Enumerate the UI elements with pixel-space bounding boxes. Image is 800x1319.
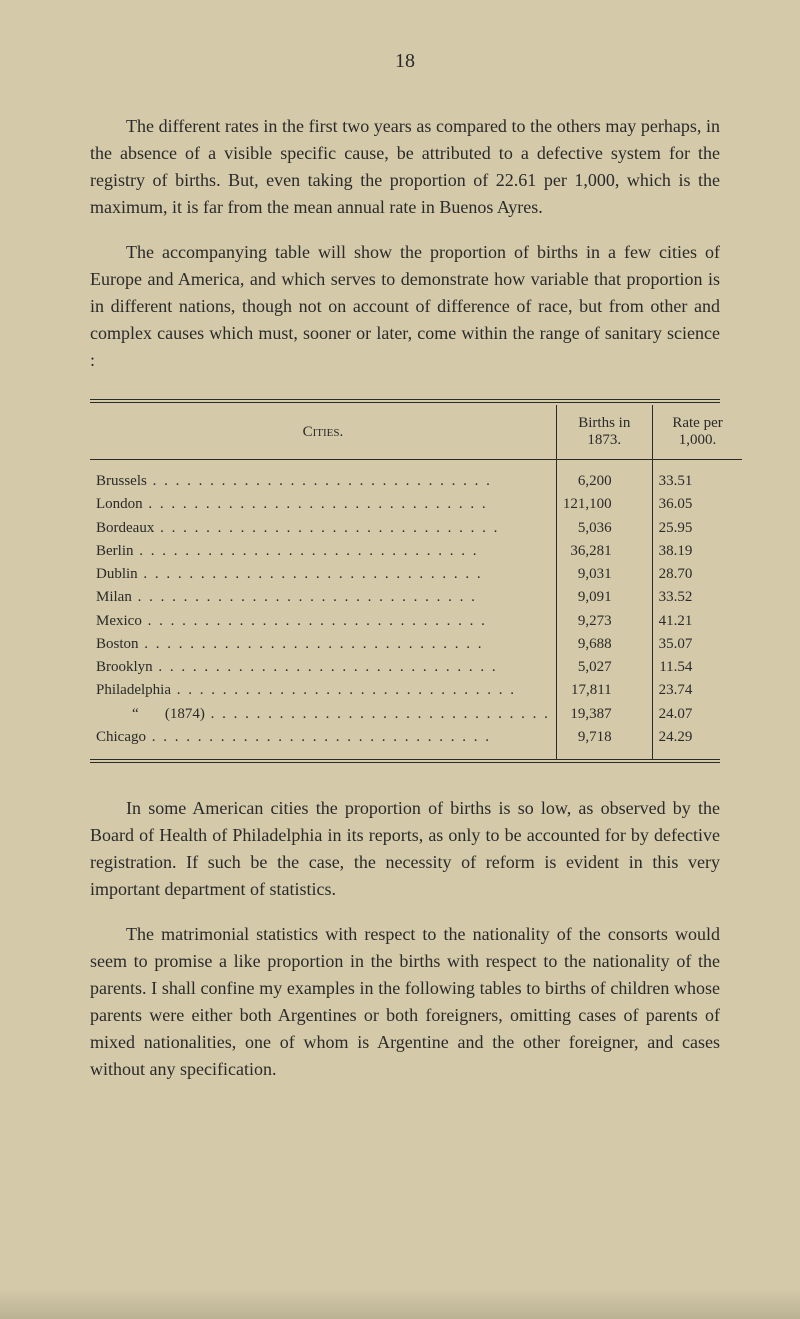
- city-cell: Dublin . . . . . . . . . . . . . . . . .…: [90, 563, 556, 586]
- rate-cell: 33.51: [652, 460, 742, 494]
- city-cell: Brooklyn . . . . . . . . . . . . . . . .…: [90, 656, 556, 679]
- table-row: Berlin . . . . . . . . . . . . . . . . .…: [90, 540, 742, 563]
- births-cell: 9,688: [556, 633, 652, 656]
- city-cell: Bordeaux . . . . . . . . . . . . . . . .…: [90, 517, 556, 540]
- births-table: Cities. Births in 1873. Rate per 1,000. …: [90, 405, 742, 759]
- column-header-cities: Cities.: [90, 405, 556, 460]
- dot-leader: . . . . . . . . . . . . . . . . . . . . …: [153, 659, 498, 675]
- dot-leader: . . . . . . . . . . . . . . . . . . . . …: [146, 729, 491, 745]
- table-row: Brussels . . . . . . . . . . . . . . . .…: [90, 460, 742, 494]
- table-row: Chicago . . . . . . . . . . . . . . . . …: [90, 726, 742, 759]
- births-cell: 36,281: [556, 540, 652, 563]
- table-row: “ (1874) . . . . . . . . . . . . . . . .…: [90, 703, 742, 726]
- table-rule: [90, 762, 720, 765]
- city-name: Boston: [96, 636, 139, 652]
- city-cell: Milan . . . . . . . . . . . . . . . . . …: [90, 586, 556, 609]
- births-cell: 5,036: [556, 517, 652, 540]
- city-cell: Brussels . . . . . . . . . . . . . . . .…: [90, 460, 556, 494]
- births-cell: 9,718: [556, 726, 652, 759]
- table-header-row: Cities. Births in 1873. Rate per 1,000.: [90, 405, 742, 460]
- city-name: Bordeaux: [96, 520, 154, 536]
- births-cell: 17,811: [556, 679, 652, 702]
- rate-cell: 35.07: [652, 633, 742, 656]
- table-row: Brooklyn . . . . . . . . . . . . . . . .…: [90, 656, 742, 679]
- city-cell: Chicago . . . . . . . . . . . . . . . . …: [90, 726, 556, 759]
- dot-leader: . . . . . . . . . . . . . . . . . . . . …: [171, 682, 516, 698]
- body-paragraph-3: In some American cities the proportion o…: [90, 795, 720, 903]
- column-header-births: Births in 1873.: [556, 405, 652, 460]
- table-rule: [90, 399, 720, 400]
- dot-leader: . . . . . . . . . . . . . . . . . . . . …: [139, 636, 484, 652]
- rate-cell: 11.54: [652, 656, 742, 679]
- table-row: Mexico . . . . . . . . . . . . . . . . .…: [90, 610, 742, 633]
- dot-leader: . . . . . . . . . . . . . . . . . . . . …: [147, 473, 492, 489]
- body-paragraph-2: The accompanying table will show the pro…: [90, 239, 720, 374]
- rate-cell: 28.70: [652, 563, 742, 586]
- dot-leader: . . . . . . . . . . . . . . . . . . . . …: [154, 520, 499, 536]
- city-name: London: [96, 496, 143, 512]
- city-name: Dublin: [96, 566, 138, 582]
- table-row: London . . . . . . . . . . . . . . . . .…: [90, 493, 742, 516]
- births-cell: 121,100: [556, 493, 652, 516]
- dot-leader: . . . . . . . . . . . . . . . . . . . . …: [143, 496, 488, 512]
- rate-cell: 24.07: [652, 703, 742, 726]
- table-row: Dublin . . . . . . . . . . . . . . . . .…: [90, 563, 742, 586]
- city-cell: Mexico . . . . . . . . . . . . . . . . .…: [90, 610, 556, 633]
- births-table-container: Cities. Births in 1873. Rate per 1,000. …: [90, 399, 720, 765]
- dot-leader: . . . . . . . . . . . . . . . . . . . . …: [138, 566, 483, 582]
- city-cell: Boston . . . . . . . . . . . . . . . . .…: [90, 633, 556, 656]
- body-paragraph-1: The different rates in the first two yea…: [90, 113, 720, 221]
- dot-leader: . . . . . . . . . . . . . . . . . . . . …: [205, 706, 550, 722]
- births-cell: 19,387: [556, 703, 652, 726]
- table-rule: [90, 759, 720, 760]
- table-row: Philadelphia . . . . . . . . . . . . . .…: [90, 679, 742, 702]
- births-cell: 6,200: [556, 460, 652, 494]
- city-name: Milan: [96, 589, 132, 605]
- rate-cell: 41.21: [652, 610, 742, 633]
- page-shadow: [0, 1289, 800, 1319]
- births-cell: 9,273: [556, 610, 652, 633]
- rate-cell: 23.74: [652, 679, 742, 702]
- rate-cell: 33.52: [652, 586, 742, 609]
- city-name: Berlin: [96, 543, 134, 559]
- table-row: Milan . . . . . . . . . . . . . . . . . …: [90, 586, 742, 609]
- rate-cell: 24.29: [652, 726, 742, 759]
- city-name: Brussels: [96, 473, 147, 489]
- document-page: 18 The different rates in the first two …: [0, 0, 800, 1319]
- dot-leader: . . . . . . . . . . . . . . . . . . . . …: [132, 589, 477, 605]
- table-body: Brussels . . . . . . . . . . . . . . . .…: [90, 460, 742, 760]
- table-row: Boston . . . . . . . . . . . . . . . . .…: [90, 633, 742, 656]
- rate-cell: 25.95: [652, 517, 742, 540]
- table-row: Bordeaux . . . . . . . . . . . . . . . .…: [90, 517, 742, 540]
- city-name: Philadelphia: [96, 682, 171, 698]
- city-name: Chicago: [96, 729, 146, 745]
- body-paragraph-4: The matrimonial statistics with respect …: [90, 921, 720, 1083]
- city-name: Brooklyn: [96, 659, 153, 675]
- city-cell: Philadelphia . . . . . . . . . . . . . .…: [90, 679, 556, 702]
- births-cell: 5,027: [556, 656, 652, 679]
- page-number: 18: [90, 50, 720, 73]
- rate-cell: 38.19: [652, 540, 742, 563]
- dot-leader: . . . . . . . . . . . . . . . . . . . . …: [142, 613, 487, 629]
- dot-leader: . . . . . . . . . . . . . . . . . . . . …: [134, 543, 479, 559]
- births-cell: 9,031: [556, 563, 652, 586]
- column-header-rate: Rate per 1,000.: [652, 405, 742, 460]
- births-cell: 9,091: [556, 586, 652, 609]
- rate-cell: 36.05: [652, 493, 742, 516]
- city-name: “ (1874): [132, 706, 205, 722]
- city-cell: “ (1874) . . . . . . . . . . . . . . . .…: [90, 703, 556, 726]
- city-cell: Berlin . . . . . . . . . . . . . . . . .…: [90, 540, 556, 563]
- city-cell: London . . . . . . . . . . . . . . . . .…: [90, 493, 556, 516]
- city-name: Mexico: [96, 613, 142, 629]
